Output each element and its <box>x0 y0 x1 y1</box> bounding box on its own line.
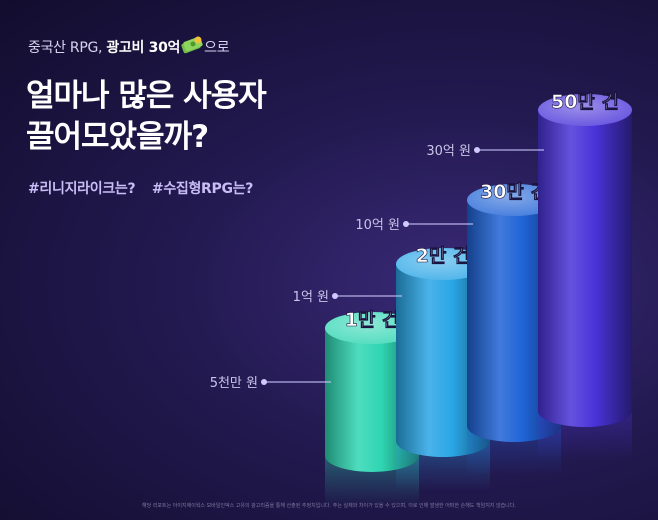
bar-reflection <box>467 426 561 476</box>
hashtags: #리니지라이크는? #수집형RPG는? <box>28 178 265 198</box>
hashtag-1: #리니지라이크는? <box>28 181 136 197</box>
bar-top <box>396 248 490 280</box>
bar-top <box>467 184 561 216</box>
bar-value-label: 2만 건 <box>416 245 471 267</box>
bar-category-label: 30억 원 <box>426 144 471 159</box>
bar-reflection <box>538 411 632 461</box>
subtitle-emphasis: 광고비 30억 <box>106 40 181 56</box>
bar-body <box>325 328 419 472</box>
footnote: 해당 리포트는 아이지에이웍스 모바일인덱스 고유의 광고리즘을 통해 산출된 … <box>142 503 516 509</box>
bar-value-label: 1만 건 <box>345 309 400 331</box>
bar-value-label: 50만 건 <box>551 91 619 113</box>
bar-value-label: 30만 건 <box>480 181 548 203</box>
bar-top <box>325 312 419 344</box>
bar-body <box>467 200 561 442</box>
subtitle: 중국산 RPG, 광고비 30억 으로 <box>28 36 230 58</box>
subtitle-suffix: 으로 <box>204 40 230 56</box>
money-bill-icon <box>181 36 203 58</box>
bar-body <box>396 264 490 457</box>
bar-reflection <box>396 441 490 491</box>
bar-body <box>538 110 632 427</box>
title-line-1: 얼마나 많은 사용자 <box>26 78 267 114</box>
bar-category-label: 10억 원 <box>355 218 400 233</box>
bar-category-label: 1억 원 <box>293 290 329 305</box>
subtitle-prefix: 중국산 RPG, <box>28 40 103 56</box>
bar-category-label: 5천만 원 <box>210 376 258 391</box>
hashtag-2: #수집형RPG는? <box>151 181 254 197</box>
title-line-2: 끌어모았을까? <box>26 119 209 155</box>
page-title: 얼마나 많은 사용자 끌어모았을까? <box>26 76 267 158</box>
bar-reflection <box>325 456 419 506</box>
bar-top <box>538 94 632 126</box>
